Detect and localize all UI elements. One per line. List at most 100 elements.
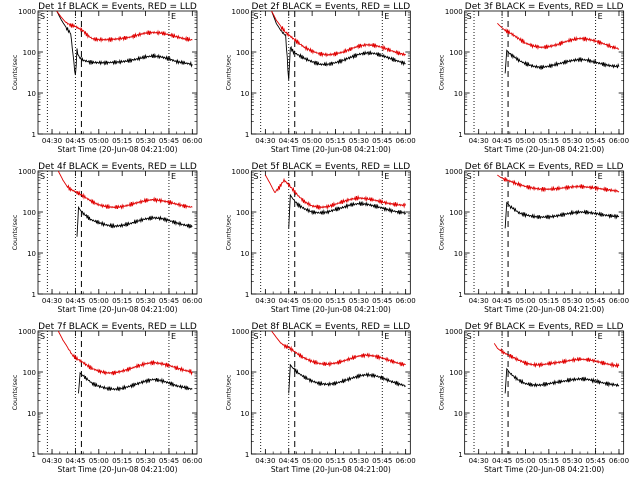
x-tick-label: 05:30 bbox=[349, 457, 369, 465]
y-tick-label: 10 bbox=[454, 250, 463, 258]
y-tick-label: 1000 bbox=[232, 328, 250, 336]
lld-series-line bbox=[497, 22, 620, 51]
events-series-line bbox=[271, 11, 406, 80]
x-tick-label: 04:30 bbox=[469, 457, 489, 465]
y-axis-label: Counts/sec bbox=[11, 54, 19, 90]
y-tick-label: 1000 bbox=[445, 328, 463, 336]
y-tick-label: 100 bbox=[449, 49, 462, 57]
chart-panel: Det 1f BLACK = Events, RED = LLD 1 10 100 10… bbox=[11, 2, 202, 154]
x-axis-label: Start Time (20-Jun-08 04:21:00) bbox=[271, 145, 391, 154]
x-axis-label: Start Time (20-Jun-08 04:21:00) bbox=[271, 305, 391, 314]
series-group bbox=[57, 331, 193, 394]
events-series-line bbox=[76, 205, 193, 237]
series-group bbox=[497, 22, 620, 74]
x-tick-label: 05:45 bbox=[586, 457, 606, 465]
x-tick-label: 05:00 bbox=[302, 457, 322, 465]
y-tick-label: 10 bbox=[27, 410, 36, 418]
corner-label-end: E bbox=[384, 172, 389, 181]
y-tick-label: 10 bbox=[454, 90, 463, 98]
x-tick-label: 04:45 bbox=[492, 297, 512, 305]
x-tick-label: 05:00 bbox=[89, 137, 109, 145]
chart-panel: Det 8f BLACK = Events, RED = LLD 1 10 100 10… bbox=[224, 322, 415, 474]
y-tick-label: 100 bbox=[23, 209, 36, 217]
y-tick-label: 10 bbox=[240, 410, 249, 418]
y-axis-label: Counts/sec bbox=[11, 214, 19, 250]
x-tick-label: 04:30 bbox=[469, 297, 489, 305]
x-tick-label: 05:00 bbox=[515, 297, 535, 305]
x-axis-label: Start Time (20-Jun-08 04:21:00) bbox=[58, 305, 178, 314]
chart-title: Det 5f BLACK = Events, RED = LLD bbox=[251, 162, 410, 172]
corner-label-start: S bbox=[467, 12, 472, 21]
corner-label-start: S bbox=[467, 332, 472, 341]
series-group bbox=[271, 11, 406, 80]
x-tick-label: 05:30 bbox=[562, 457, 582, 465]
y-tick-label: 1000 bbox=[232, 8, 250, 16]
chart-title: Det 4f BLACK = Events, RED = LLD bbox=[38, 162, 197, 172]
events-series-line bbox=[288, 193, 407, 229]
x-tick-label: 04:45 bbox=[279, 457, 299, 465]
plot-frame bbox=[464, 170, 625, 295]
events-series-line bbox=[288, 363, 406, 394]
y-tick-label: 10 bbox=[240, 250, 249, 258]
x-tick-label: 04:45 bbox=[492, 137, 512, 145]
y-tick-label: 1 bbox=[245, 451, 249, 459]
y-tick-label: 100 bbox=[236, 49, 249, 57]
chart-panel: Det 5f BLACK = Events, RED = LLD 1 10 100 10… bbox=[224, 162, 415, 314]
x-tick-label: 05:15 bbox=[325, 137, 345, 145]
plot-frame bbox=[250, 330, 411, 455]
x-tick-label: 05:45 bbox=[372, 297, 392, 305]
x-axis-label: Start Time (20-Jun-08 04:21:00) bbox=[58, 465, 178, 474]
chart-title: Det 1f BLACK = Events, RED = LLD bbox=[38, 2, 197, 12]
x-tick-label: 05:45 bbox=[159, 457, 179, 465]
x-tick-label: 04:30 bbox=[42, 137, 62, 145]
y-tick-label: 1 bbox=[245, 131, 249, 139]
x-tick-label: 05:30 bbox=[135, 137, 155, 145]
x-tick-label: 06:00 bbox=[396, 137, 416, 145]
y-tick-label: 100 bbox=[449, 209, 462, 217]
y-tick-label: 10 bbox=[27, 250, 36, 258]
y-tick-label: 1 bbox=[245, 291, 249, 299]
events-series-line bbox=[56, 11, 193, 76]
x-tick-label: 06:00 bbox=[182, 457, 202, 465]
corner-label-start: S bbox=[40, 12, 45, 21]
y-axis-label: Counts/sec bbox=[438, 374, 446, 410]
chart-panel: Det 3f BLACK = Events, RED = LLD 1 10 100 10… bbox=[438, 2, 629, 154]
y-axis-label: Counts/sec bbox=[224, 214, 232, 250]
y-tick-label: 1000 bbox=[18, 328, 36, 336]
x-tick-label: 05:30 bbox=[135, 457, 155, 465]
x-tick-label: 06:00 bbox=[182, 137, 202, 145]
x-tick-label: 04:45 bbox=[279, 137, 299, 145]
x-tick-label: 05:00 bbox=[302, 297, 322, 305]
corner-label-end: E bbox=[598, 332, 603, 341]
x-tick-label: 04:45 bbox=[65, 457, 85, 465]
y-tick-label: 1000 bbox=[18, 168, 36, 176]
lld-series-line bbox=[56, 11, 193, 43]
corner-label-end: E bbox=[384, 332, 389, 341]
y-tick-label: 1 bbox=[32, 291, 36, 299]
x-tick-label: 05:45 bbox=[586, 137, 606, 145]
x-axis-label: Start Time (20-Jun-08 04:21:00) bbox=[484, 465, 604, 474]
chart-panel: Det 9f BLACK = Events, RED = LLD 1 10 100 10… bbox=[438, 322, 629, 474]
series-group bbox=[271, 331, 406, 394]
lld-series-line bbox=[57, 331, 193, 376]
x-tick-label: 04:30 bbox=[255, 297, 275, 305]
series-group bbox=[264, 174, 407, 229]
y-tick-label: 1 bbox=[458, 451, 462, 459]
x-tick-label: 05:15 bbox=[112, 297, 132, 305]
series-group bbox=[497, 174, 620, 229]
plot-frame bbox=[37, 10, 198, 135]
plot-frame bbox=[37, 330, 198, 455]
plot-frame bbox=[464, 10, 625, 135]
x-tick-label: 04:30 bbox=[469, 137, 489, 145]
x-axis-label: Start Time (20-Jun-08 04:21:00) bbox=[484, 145, 604, 154]
corner-label-start: S bbox=[253, 332, 258, 341]
y-tick-label: 1000 bbox=[232, 168, 250, 176]
y-tick-label: 1 bbox=[32, 131, 36, 139]
y-tick-label: 1 bbox=[458, 131, 462, 139]
corner-label-start: S bbox=[40, 332, 45, 341]
x-tick-label: 06:00 bbox=[396, 297, 416, 305]
y-tick-label: 1000 bbox=[445, 168, 463, 176]
y-tick-label: 1 bbox=[458, 291, 462, 299]
x-axis-label: Start Time (20-Jun-08 04:21:00) bbox=[58, 145, 178, 154]
